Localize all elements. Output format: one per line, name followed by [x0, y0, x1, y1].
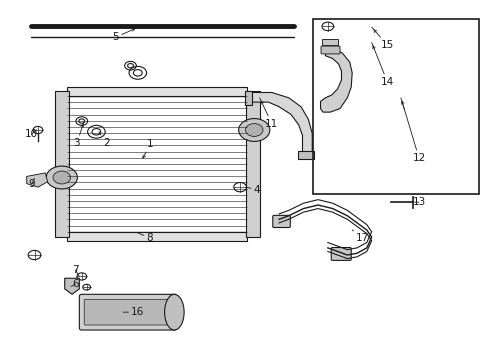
Bar [246, 91, 260, 237]
Ellipse shape [165, 294, 184, 330]
Bar [245, 91, 252, 105]
Bar [297, 151, 314, 158]
Text: 4: 4 [246, 185, 261, 195]
Bar [67, 232, 247, 241]
FancyBboxPatch shape [79, 294, 177, 330]
Text: 15: 15 [372, 27, 394, 50]
Text: 12: 12 [401, 98, 425, 163]
Text: 9: 9 [28, 178, 35, 189]
Circle shape [245, 123, 263, 136]
Bar [55, 91, 69, 237]
Circle shape [46, 166, 77, 189]
Circle shape [239, 118, 270, 141]
Text: 10: 10 [25, 129, 38, 139]
Circle shape [53, 171, 71, 184]
Polygon shape [250, 93, 312, 155]
Bar [313, 19, 479, 194]
Bar [67, 87, 247, 96]
Polygon shape [65, 278, 79, 294]
Text: 2: 2 [99, 132, 109, 148]
FancyBboxPatch shape [84, 299, 172, 325]
FancyBboxPatch shape [331, 248, 351, 260]
Polygon shape [320, 48, 352, 112]
Text: 8: 8 [138, 233, 153, 243]
FancyBboxPatch shape [321, 46, 340, 54]
Text: 7: 7 [72, 265, 79, 276]
Text: 3: 3 [74, 121, 84, 148]
Polygon shape [322, 39, 338, 45]
Polygon shape [27, 173, 48, 187]
Text: 13: 13 [412, 197, 425, 207]
Text: 11: 11 [260, 98, 278, 129]
Text: 17: 17 [352, 230, 369, 243]
Text: 5: 5 [113, 27, 138, 42]
Text: 6: 6 [71, 279, 79, 289]
FancyBboxPatch shape [273, 215, 290, 228]
Text: 1: 1 [143, 139, 153, 158]
Text: 16: 16 [123, 307, 145, 317]
Text: 14: 14 [372, 42, 394, 87]
